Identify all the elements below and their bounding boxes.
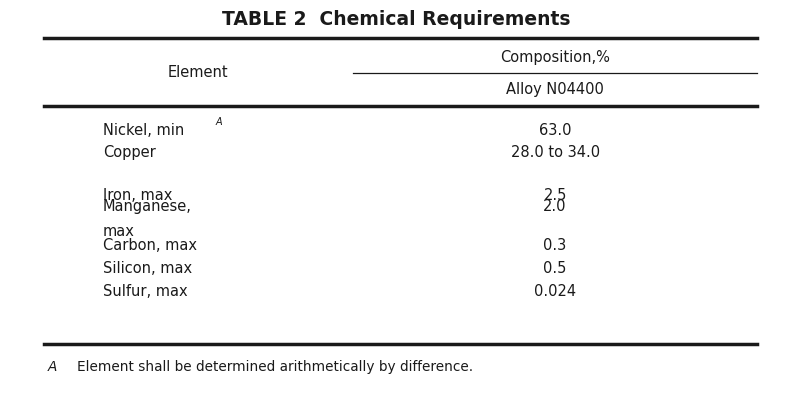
Text: A: A <box>48 360 57 374</box>
Text: Element: Element <box>168 65 228 80</box>
Text: Element shall be determined arithmetically by difference.: Element shall be determined arithmetical… <box>77 360 473 374</box>
Text: 0.5: 0.5 <box>543 261 567 276</box>
Text: Iron, max: Iron, max <box>103 188 172 203</box>
Text: 63.0: 63.0 <box>539 122 571 138</box>
Text: Carbon, max: Carbon, max <box>103 238 197 253</box>
Text: TABLE 2  Chemical Requirements: TABLE 2 Chemical Requirements <box>222 10 571 29</box>
Text: Nickel, min: Nickel, min <box>103 122 184 138</box>
Text: Alloy N04400: Alloy N04400 <box>506 82 604 97</box>
Text: Sulfur, max: Sulfur, max <box>103 284 188 299</box>
Text: 2.5: 2.5 <box>543 188 567 203</box>
Text: Silicon, max: Silicon, max <box>103 261 192 276</box>
Text: 2.0: 2.0 <box>543 199 567 215</box>
Text: A: A <box>216 117 222 127</box>
Text: 0.024: 0.024 <box>534 284 577 299</box>
Text: 28.0 to 34.0: 28.0 to 34.0 <box>511 145 600 160</box>
Text: Copper: Copper <box>103 145 156 160</box>
Text: max: max <box>103 223 135 239</box>
Text: Manganese,: Manganese, <box>103 199 192 215</box>
Text: 0.3: 0.3 <box>543 238 567 253</box>
Text: Composition,%: Composition,% <box>500 50 610 65</box>
